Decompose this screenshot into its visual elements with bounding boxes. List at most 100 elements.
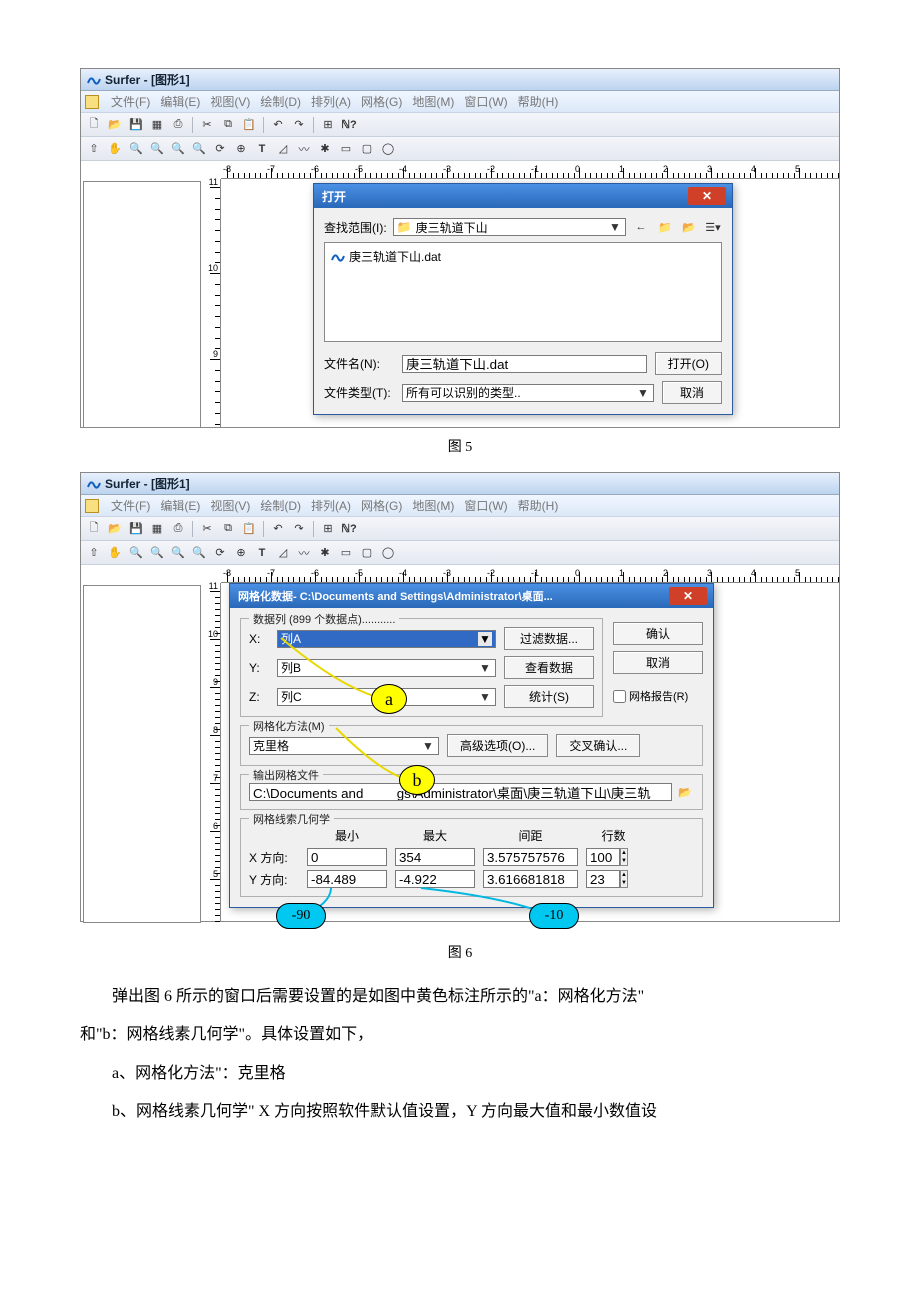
text-icon[interactable]: T bbox=[253, 140, 271, 158]
file-item[interactable]: 庚三轨道下山.dat bbox=[327, 245, 719, 268]
zoom-sel-icon[interactable]: 🔍 bbox=[190, 140, 208, 158]
rotate-icon[interactable]: ⟳ bbox=[211, 544, 229, 562]
menu-file[interactable]: 文件(F) bbox=[111, 497, 150, 514]
zoom-in-icon[interactable]: 🔍 bbox=[127, 544, 145, 562]
pointer-icon[interactable]: ⇧ bbox=[85, 544, 103, 562]
pointer-icon[interactable]: ⇧ bbox=[85, 140, 103, 158]
report-checkbox-row[interactable]: 网格报告(R) bbox=[613, 688, 703, 704]
y-lines-input[interactable] bbox=[586, 870, 620, 888]
cut-icon[interactable]: ✂ bbox=[198, 520, 216, 538]
x-max-input[interactable] bbox=[395, 848, 475, 866]
rect-icon[interactable]: ▭ bbox=[337, 140, 355, 158]
ellipse-icon[interactable]: ◯ bbox=[379, 544, 397, 562]
filename-input[interactable] bbox=[402, 355, 647, 373]
line-icon[interactable]: 〰 bbox=[295, 140, 313, 158]
view-mode-icon[interactable]: ☰▾ bbox=[704, 218, 722, 236]
menu-grid[interactable]: 网格(G) bbox=[361, 497, 402, 514]
hand-icon[interactable]: ✋ bbox=[106, 140, 124, 158]
menu-map[interactable]: 地图(M) bbox=[412, 93, 454, 110]
open-button[interactable]: 打开(O) bbox=[655, 352, 722, 375]
y-max-input[interactable] bbox=[395, 870, 475, 888]
menu-arrange[interactable]: 排列(A) bbox=[311, 497, 351, 514]
filetype-select[interactable]: 所有可以识别的类型..▼ bbox=[402, 384, 654, 402]
zoom-fit-icon[interactable]: 🔍 bbox=[169, 544, 187, 562]
menu-file[interactable]: 文件(F) bbox=[111, 93, 150, 110]
view-data-button[interactable]: 查看数据 bbox=[504, 656, 594, 679]
new-icon[interactable]: 🗋 bbox=[85, 520, 103, 538]
browse-icon[interactable]: 📂 bbox=[676, 783, 694, 801]
undo-icon[interactable]: ↶ bbox=[269, 520, 287, 538]
menu-draw[interactable]: 绘制(D) bbox=[260, 93, 301, 110]
zoom-fit-icon[interactable]: 🔍 bbox=[169, 140, 187, 158]
copy-icon[interactable]: ⧉ bbox=[219, 520, 237, 538]
help-icon[interactable]: ℕ? bbox=[340, 520, 358, 538]
tree-icon[interactable]: ⊞ bbox=[319, 116, 337, 134]
symbol-icon[interactable]: ✱ bbox=[316, 544, 334, 562]
rrect-icon[interactable]: ▢ bbox=[358, 140, 376, 158]
menu-map[interactable]: 地图(M) bbox=[412, 497, 454, 514]
menu-help[interactable]: 帮助(H) bbox=[518, 497, 559, 514]
symbol-icon[interactable]: ✱ bbox=[316, 140, 334, 158]
menu-edit[interactable]: 编辑(E) bbox=[160, 93, 200, 110]
print-icon[interactable]: ⎙ bbox=[169, 520, 187, 538]
report-checkbox[interactable] bbox=[613, 690, 626, 703]
menu-view[interactable]: 视图(V) bbox=[210, 497, 250, 514]
open-icon[interactable]: 📂 bbox=[106, 520, 124, 538]
rect-icon[interactable]: ▭ bbox=[337, 544, 355, 562]
cut-icon[interactable]: ✂ bbox=[198, 116, 216, 134]
output-path-input[interactable] bbox=[249, 783, 672, 801]
paste-icon[interactable]: 📋 bbox=[240, 520, 258, 538]
y-col-select[interactable]: 列B▼ bbox=[277, 659, 496, 677]
up-icon[interactable]: 📁 bbox=[656, 218, 674, 236]
back-icon[interactable]: ← bbox=[632, 218, 650, 236]
file-list[interactable]: 庚三轨道下山.dat bbox=[324, 242, 722, 342]
menu-help[interactable]: 帮助(H) bbox=[518, 93, 559, 110]
zoom-out-icon[interactable]: 🔍 bbox=[148, 140, 166, 158]
x-lines-input[interactable] bbox=[586, 848, 620, 866]
copy-icon[interactable]: ⧉ bbox=[219, 116, 237, 134]
x-min-input[interactable] bbox=[307, 848, 387, 866]
target-icon[interactable]: ⊕ bbox=[232, 140, 250, 158]
stats-button[interactable]: 统计(S) bbox=[504, 685, 594, 708]
close-icon[interactable]: ✕ bbox=[669, 587, 707, 605]
tree-icon[interactable]: ⊞ bbox=[319, 520, 337, 538]
cancel-button[interactable]: 取消 bbox=[613, 651, 703, 674]
rrect-icon[interactable]: ▢ bbox=[358, 544, 376, 562]
undo-icon[interactable]: ↶ bbox=[269, 116, 287, 134]
adv-options-button[interactable]: 高级选项(O)... bbox=[447, 734, 548, 757]
newfolder-icon[interactable]: 📂 bbox=[680, 218, 698, 236]
hand-icon[interactable]: ✋ bbox=[106, 544, 124, 562]
ok-button[interactable]: 确认 bbox=[613, 622, 703, 645]
menu-window[interactable]: 窗口(W) bbox=[464, 497, 507, 514]
y-spacing-input[interactable] bbox=[483, 870, 578, 888]
ellipse-icon[interactable]: ◯ bbox=[379, 140, 397, 158]
text-icon[interactable]: T bbox=[253, 544, 271, 562]
menu-grid[interactable]: 网格(G) bbox=[361, 93, 402, 110]
menu-window[interactable]: 窗口(W) bbox=[464, 93, 507, 110]
y-min-input[interactable] bbox=[307, 870, 387, 888]
save-icon[interactable]: 💾 bbox=[127, 116, 145, 134]
paste-icon[interactable]: 📋 bbox=[240, 116, 258, 134]
filter-button[interactable]: 过滤数据... bbox=[504, 627, 594, 650]
cross-validate-button[interactable]: 交叉确认... bbox=[556, 734, 640, 757]
cancel-button[interactable]: 取消 bbox=[662, 381, 722, 404]
rotate-icon[interactable]: ⟳ bbox=[211, 140, 229, 158]
menu-edit[interactable]: 编辑(E) bbox=[160, 497, 200, 514]
lookin-select[interactable]: 📁庚三轨道下山 ▼ bbox=[393, 218, 626, 236]
method-select[interactable]: 克里格▼ bbox=[249, 737, 439, 755]
open-icon[interactable]: 📂 bbox=[106, 116, 124, 134]
menu-draw[interactable]: 绘制(D) bbox=[260, 497, 301, 514]
new-icon[interactable]: 🗋 bbox=[85, 116, 103, 134]
print-icon[interactable]: ⎙ bbox=[169, 116, 187, 134]
poly-icon[interactable]: ◿ bbox=[274, 544, 292, 562]
menu-view[interactable]: 视图(V) bbox=[210, 93, 250, 110]
line-icon[interactable]: 〰 bbox=[295, 544, 313, 562]
redo-icon[interactable]: ↷ bbox=[290, 116, 308, 134]
target-icon[interactable]: ⊕ bbox=[232, 544, 250, 562]
grid-icon[interactable]: ▦ bbox=[148, 116, 166, 134]
close-icon[interactable]: ✕ bbox=[688, 187, 726, 205]
zoom-out-icon[interactable]: 🔍 bbox=[148, 544, 166, 562]
x-spacing-input[interactable] bbox=[483, 848, 578, 866]
poly-icon[interactable]: ◿ bbox=[274, 140, 292, 158]
grid-icon[interactable]: ▦ bbox=[148, 520, 166, 538]
